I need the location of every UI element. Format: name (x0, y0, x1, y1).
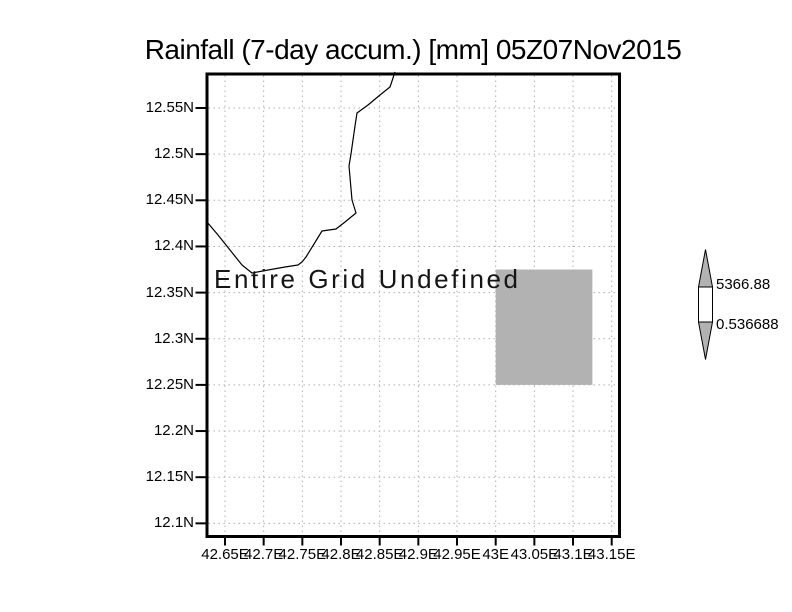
y-axis-tick-label: 12.4N (153, 237, 194, 255)
plot-border (205, 72, 621, 538)
x-axis-tick-label: 43.05E (510, 546, 559, 563)
x-axis-tick-label: 42.85E (355, 546, 404, 563)
x-axis-tick-label: 43.15E (587, 546, 636, 563)
x-axis-tick-label: 43E (482, 546, 510, 563)
undefined-data-cell (495, 269, 593, 385)
x-axis-tick-label: 42.95E (433, 546, 481, 563)
undefined-grid-message: Entire Grid Undefined (214, 264, 521, 294)
y-axis-tick-label: 12.15N (145, 468, 194, 486)
y-axis-tick-label: 12.35N (145, 283, 194, 301)
colorbar-down-arrow (697, 321, 714, 360)
x-axis-tick-label: 42.9E (398, 546, 438, 563)
x-axis-tick-label: 42.65E (201, 546, 249, 563)
plot-title: Rainfall (7-day accum.) [mm] 05Z07Nov201… (144, 34, 682, 65)
y-axis-tick-label: 12.2N (153, 422, 194, 440)
y-axis-tick-label: 12.55N (145, 99, 194, 116)
colorbar-range-box (698, 286, 713, 323)
y-axis-tick-label: 12.1N (153, 514, 194, 532)
colorbar-up-arrow (697, 249, 714, 288)
y-axis-tick-label: 12.3N (153, 329, 194, 347)
x-axis-tick-label: 42.75E (278, 546, 327, 563)
coastline-path (206, 71, 396, 274)
y-axis-tick-label: 12.5N (153, 145, 194, 163)
x-axis-tick-label: 42.8E (321, 546, 361, 563)
y-axis-tick-label: 12.25N (145, 375, 194, 393)
y-axis-tick-label: 12.45N (145, 191, 194, 209)
x-axis-tick-label: 43.1E (553, 546, 593, 563)
colorbar-max-label: 5366.88 (716, 276, 771, 293)
colorbar-min-label: 0.536688 (716, 316, 779, 333)
x-axis-tick-label: 42.7E (244, 546, 284, 563)
